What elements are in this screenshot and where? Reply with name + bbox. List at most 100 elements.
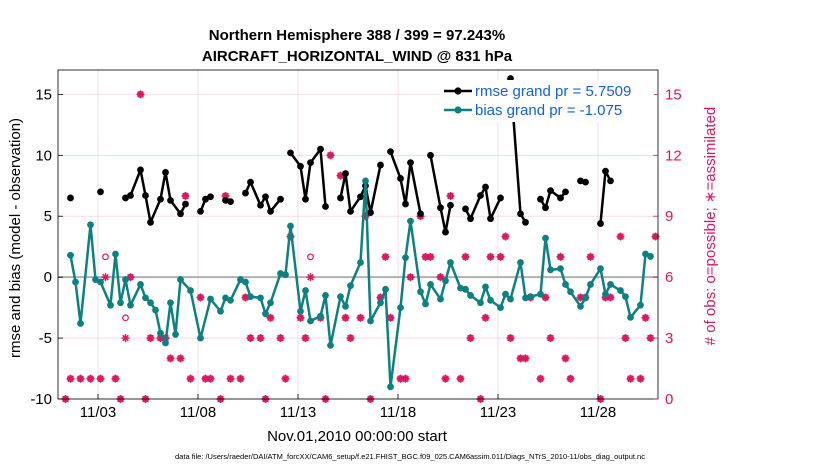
obs-assimilated-marker — [446, 191, 455, 200]
rmse-point — [522, 218, 529, 226]
obs-assimilated-marker — [76, 374, 85, 383]
obs-assimilated-marker — [441, 374, 450, 383]
rmse-point — [127, 192, 134, 199]
bias-point — [287, 222, 294, 230]
bias-point — [342, 302, 349, 310]
legend-bias-marker — [454, 106, 462, 114]
bias-point — [517, 259, 524, 266]
y-left-tick-label: 10 — [35, 147, 52, 164]
obs-assimilated-marker — [196, 293, 205, 302]
chart-title-line2: AIRCRAFT_HORIZONTAL_WIND @ 831 hPa — [202, 48, 513, 65]
bias-point — [637, 301, 644, 309]
rmse-point — [542, 204, 549, 212]
x-tick-label: 11/03 — [80, 404, 116, 421]
rmse-point — [137, 166, 144, 174]
y-right-tick-label: 6 — [665, 269, 673, 286]
y-axis-right-label: # of obs: o=possible; ∗=assimilated — [702, 107, 719, 346]
bias-point — [382, 285, 389, 293]
obs-assimilated-marker — [636, 374, 645, 383]
rmse-point — [267, 207, 274, 215]
rmse-point — [482, 183, 489, 191]
rmse-point — [67, 194, 74, 202]
bias-point — [617, 287, 624, 294]
obs-assimilated-marker — [606, 293, 615, 302]
obs-assimilated-marker — [381, 252, 390, 261]
rmse-point — [397, 175, 404, 182]
bias-point — [302, 287, 309, 294]
bias-point — [647, 253, 654, 260]
rmse-point — [147, 218, 154, 226]
bias-point — [87, 221, 94, 229]
obs-assimilated-marker — [481, 313, 490, 322]
bias-point — [602, 290, 609, 298]
rmse-point — [182, 200, 189, 208]
obs-assimilated-marker — [651, 232, 660, 241]
x-tick-label: 11/18 — [380, 404, 416, 421]
bias-point — [357, 259, 364, 266]
bias-point — [67, 251, 74, 259]
obs-assimilated-marker — [626, 374, 635, 383]
y-left-tick-label: 15 — [35, 86, 52, 103]
rmse-point — [377, 161, 384, 169]
rmse-point — [562, 188, 569, 196]
bias-point — [407, 217, 414, 225]
bias-point — [447, 259, 454, 266]
rmse-point — [97, 188, 104, 196]
rmse-point — [157, 195, 164, 203]
rmse-point — [302, 195, 309, 203]
obs-assimilated-marker — [401, 374, 410, 383]
rmse-series-line — [429, 155, 452, 234]
x-tick-label: 11/28 — [580, 404, 616, 421]
rmse-point — [317, 145, 324, 153]
rmse-point — [197, 207, 204, 215]
rmse-point — [462, 205, 469, 213]
bias-point — [607, 281, 614, 288]
bias-point — [362, 177, 369, 185]
rmse-point — [177, 210, 184, 218]
y-right-tick-label: 15 — [665, 86, 682, 103]
rmse-point — [262, 193, 269, 201]
bias-point — [597, 265, 604, 273]
obs-assimilated-marker — [146, 334, 155, 343]
bias-point — [587, 281, 594, 288]
obs-assimilated-marker — [301, 334, 310, 343]
obs-assimilated-marker — [616, 232, 625, 241]
obs-assimilated-marker — [66, 374, 75, 383]
rmse-point — [347, 207, 354, 215]
rmse-point — [342, 170, 349, 177]
rmse-point — [597, 220, 604, 227]
obs-assimilated-marker — [166, 354, 175, 363]
obs-assimilated-marker — [621, 334, 630, 343]
obs-assimilated-marker — [356, 313, 365, 322]
y-left-tick-label: -5 — [39, 330, 52, 347]
rmse-point — [437, 204, 444, 212]
bias-point — [507, 295, 514, 303]
bias-point — [162, 339, 169, 347]
rmse-point — [277, 195, 284, 203]
bias-point — [377, 299, 384, 307]
rmse-point — [287, 149, 294, 157]
bias-point — [367, 317, 374, 325]
footer-data-file: data file: /Users/raeder/DAI/ATM_forcXX/… — [175, 452, 645, 461]
rmse-series-line — [124, 168, 187, 224]
bias-point — [327, 341, 334, 349]
y-right-tick-label: 0 — [665, 391, 673, 408]
bias-point — [77, 320, 84, 327]
obs-assimilated-marker — [101, 273, 110, 282]
obs-assimilated-marker — [461, 252, 470, 261]
bias-point — [242, 278, 249, 286]
rmse-point — [467, 215, 474, 223]
rmse-point — [307, 159, 314, 167]
rmse-point — [367, 209, 374, 216]
bias-point — [477, 299, 484, 307]
bias-point — [322, 292, 329, 299]
bias-point — [337, 293, 344, 301]
obs-assimilated-marker — [521, 354, 530, 363]
bias-point — [282, 271, 289, 279]
bias-point — [207, 295, 214, 303]
rmse-point — [162, 168, 169, 176]
bias-point — [497, 304, 504, 312]
rmse-point — [417, 210, 424, 218]
bias-point — [142, 294, 149, 302]
obs-assimilated-marker — [306, 273, 315, 282]
